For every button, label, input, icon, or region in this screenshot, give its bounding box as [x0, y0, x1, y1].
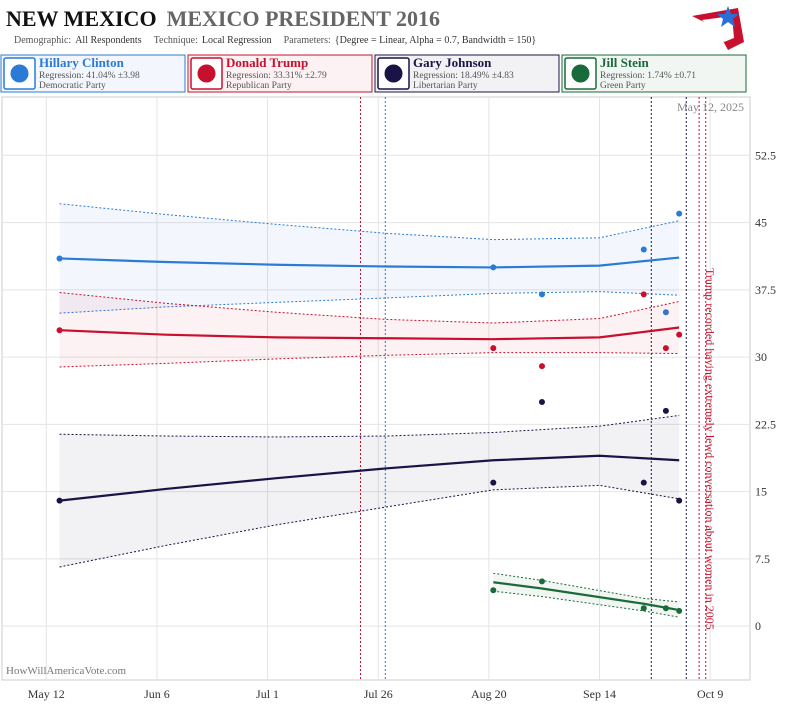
x-tick-label: Jul 26: [364, 687, 393, 701]
y-tick-label: 15: [755, 485, 767, 499]
legend-detail: Regression: 18.49% ±4.83: [413, 71, 514, 81]
legend-detail: Regression: 33.31% ±2.79: [226, 71, 327, 81]
confidence-bound: [59, 292, 680, 324]
y-tick-label: 7.5: [755, 552, 770, 566]
legend-party: Libertarian Party: [413, 81, 478, 91]
poll-point: [640, 479, 647, 486]
poll-point: [640, 291, 647, 298]
x-tick-label: Jul 1: [256, 687, 279, 701]
poll-point: [56, 327, 63, 334]
param-label: Parameters:: [283, 35, 331, 46]
date-label: May 12, 2025: [677, 100, 744, 114]
x-tick-label: Aug 20: [471, 687, 507, 701]
legend-name: Jill Stein: [600, 55, 650, 70]
legend-name: Hillary Clinton: [39, 55, 125, 70]
poll-point: [676, 210, 683, 217]
trend-line: [59, 256, 680, 269]
y-tick-label: 37.5: [755, 283, 776, 297]
y-tick-label: 22.5: [755, 417, 776, 431]
state: NEW MEXICO: [6, 6, 157, 31]
legend-party: Republican Party: [226, 81, 292, 91]
x-tick-label: Sep 14: [583, 687, 616, 701]
x-tick-label: Jun 6: [144, 687, 170, 701]
legend-detail: Regression: 41.04% ±3.98: [39, 71, 140, 81]
trend-line: [59, 454, 680, 502]
poll-point: [538, 291, 545, 298]
trend-line: [59, 326, 680, 341]
confidence-bound: [59, 291, 680, 314]
poll-point: [640, 246, 647, 253]
legend-icon-glyph: [197, 64, 216, 83]
poll-point: [676, 331, 683, 338]
x-tick-label: Oct 9: [697, 687, 723, 701]
confidence-bound: [493, 590, 680, 618]
poll-point: [538, 398, 545, 405]
legend-icon-glyph: [571, 64, 590, 83]
legend-detail: Regression: 1.74% ±0.71: [600, 71, 696, 81]
poll-point: [676, 607, 683, 614]
y-tick-label: 30: [755, 350, 767, 364]
legend-name: Gary Johnson: [413, 55, 492, 70]
legend-name: Donald Trump: [226, 55, 308, 70]
poll-point: [662, 309, 669, 316]
logo: [692, 6, 744, 50]
x-tick-label: May 12: [28, 687, 65, 701]
poll-point: [56, 255, 63, 262]
poll-point: [490, 345, 497, 352]
confidence-band: [59, 415, 680, 567]
poll-point: [676, 497, 683, 504]
plot-frame: [1, 96, 751, 681]
confidence-band: [59, 292, 680, 367]
annotation: Trump recorded having extremely lewd con…: [703, 268, 717, 630]
y-tick-label: 0: [755, 619, 761, 633]
confidence-bound: [59, 484, 680, 568]
poll-point: [538, 363, 545, 370]
params: Demographic: All Respondents Technique: Loc…: [6, 35, 540, 46]
legend-party: Green Party: [600, 81, 646, 91]
legend-icon-glyph: [10, 64, 29, 83]
confidence-bound: [493, 572, 680, 603]
title: MEXICO PRESIDENT 2016: [166, 6, 440, 31]
confidence-bound: [59, 203, 680, 241]
poll-point: [538, 578, 545, 585]
poll-point: [490, 479, 497, 486]
param-value: {Degree = Linear, Alpha = 0.7, Bandwidth…: [334, 35, 537, 46]
param-label: Technique:: [153, 35, 198, 46]
confidence-bound: [59, 414, 680, 438]
confidence-band: [59, 203, 680, 314]
trend-line: [493, 581, 680, 612]
poll-point: [490, 264, 497, 271]
y-tick-label: 52.5: [755, 148, 776, 162]
poll-point: [662, 345, 669, 352]
poll-point: [662, 605, 669, 612]
header: NEW MEXICO MEXICO PRESIDENT 2016: [6, 6, 440, 32]
source: HowWillAmericaVote.com: [6, 665, 126, 677]
legend-party: Democratic Party: [39, 81, 106, 91]
poll-point: [56, 497, 63, 504]
poll-point: [662, 407, 669, 414]
poll-point: [640, 605, 647, 612]
param-label: Demographic:: [14, 35, 72, 46]
param-value: Local Regression: [201, 35, 272, 46]
param-value: All Respondents: [75, 35, 142, 46]
poll-point: [490, 587, 497, 594]
y-tick-label: 45: [755, 216, 767, 230]
logo-star: [717, 6, 739, 27]
confidence-bound: [59, 352, 680, 368]
legend-icon-glyph: [384, 64, 403, 83]
